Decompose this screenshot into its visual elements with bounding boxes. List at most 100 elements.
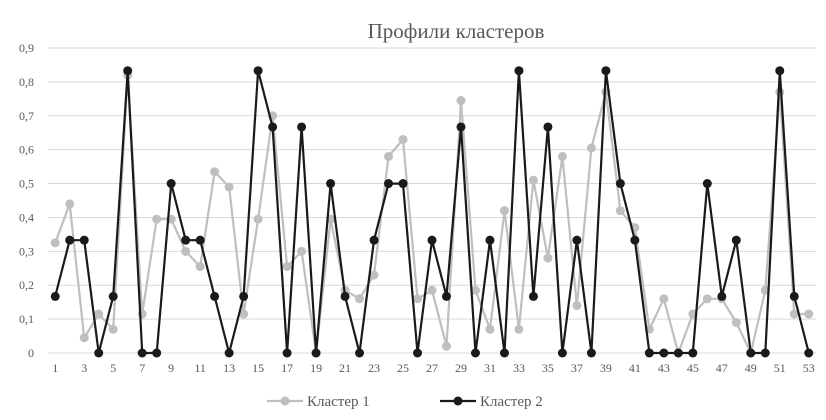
data-point (470, 348, 480, 358)
data-point (804, 309, 814, 319)
data-point (268, 122, 278, 132)
data-point (152, 214, 162, 224)
x-tick-label: 13 (223, 361, 235, 375)
data-point (789, 291, 799, 301)
data-point (731, 235, 741, 245)
data-point (108, 291, 118, 301)
data-point (441, 291, 451, 301)
data-point (195, 262, 205, 272)
data-point (557, 151, 567, 161)
x-tick-label: 7 (139, 361, 145, 375)
data-point (572, 235, 582, 245)
legend-swatch-marker (280, 396, 290, 406)
data-point (297, 122, 307, 132)
data-point (630, 235, 640, 245)
x-tick-label: 9 (168, 361, 174, 375)
legend-item-1: Кластер 1 (267, 394, 370, 410)
data-point (253, 214, 263, 224)
data-point (311, 348, 321, 358)
x-tick-label: 45 (687, 361, 699, 375)
data-point (137, 348, 147, 358)
data-point (572, 301, 582, 311)
data-point (369, 270, 379, 280)
data-point (94, 309, 104, 319)
data-point (499, 206, 509, 216)
x-tick-label: 41 (629, 361, 641, 375)
data-point (398, 179, 408, 189)
data-point (50, 238, 60, 248)
x-tick-label: 49 (745, 361, 757, 375)
data-point (760, 348, 770, 358)
chart-title: Профили кластеров (368, 19, 545, 43)
data-point (355, 348, 365, 358)
data-point (746, 348, 756, 358)
data-point (50, 291, 60, 301)
data-point (210, 167, 220, 177)
data-point (499, 348, 509, 358)
data-point (789, 309, 799, 319)
data-point (152, 348, 162, 358)
data-point (123, 66, 133, 76)
x-tick-label: 19 (310, 361, 322, 375)
data-point (65, 235, 75, 245)
data-point (702, 179, 712, 189)
data-point (326, 179, 336, 189)
x-tick-label: 17 (281, 361, 293, 375)
data-point (181, 235, 191, 245)
legend-label: Кластер 2 (480, 394, 543, 410)
x-tick-label: 31 (484, 361, 496, 375)
y-tick-label: 0,5 (19, 177, 34, 191)
data-point (384, 151, 394, 161)
data-point (441, 341, 451, 351)
gridlines (48, 47, 816, 354)
data-point (514, 324, 524, 334)
data-point (528, 175, 538, 185)
x-axis-tick-labels: 1 3 5 7 9 11 13 15 17 19 21 23 25 27 29 31 33 35 37 39 41 43 4… (52, 361, 815, 375)
y-tick-label: 0 (28, 346, 34, 360)
x-tick-label: 43 (658, 361, 670, 375)
data-point (615, 179, 625, 189)
x-tick-label: 23 (368, 361, 380, 375)
data-point (282, 262, 292, 272)
data-point (688, 348, 698, 358)
x-tick-label: 51 (774, 361, 786, 375)
y-tick-label: 0,7 (19, 109, 34, 123)
data-point (731, 318, 741, 327)
data-point (543, 122, 553, 132)
data-point (384, 179, 394, 189)
y-axis-tick-labels: 0 0,1 0,2 0,3 0,4 0,5 0,6 0,7 0,8 0,9 (19, 41, 34, 360)
data-point (79, 333, 89, 343)
y-tick-label: 0,8 (19, 75, 34, 89)
data-point (297, 246, 307, 256)
x-tick-label: 25 (397, 361, 409, 375)
data-point (340, 291, 350, 301)
data-point (413, 294, 423, 304)
legend-label: Кластер 1 (307, 394, 370, 410)
data-point (644, 348, 654, 358)
data-point (659, 348, 669, 358)
y-tick-label: 0,1 (19, 312, 34, 326)
data-point (673, 348, 683, 358)
data-point (485, 235, 495, 245)
data-point (717, 291, 727, 301)
series-2 (50, 66, 814, 358)
data-point (456, 96, 466, 106)
data-point (282, 348, 292, 358)
x-tick-label: 27 (426, 361, 438, 375)
data-point (369, 235, 379, 245)
data-point (557, 348, 567, 358)
x-tick-label: 29 (455, 361, 467, 375)
data-point (615, 206, 625, 216)
x-tick-label: 1 (52, 361, 58, 375)
data-point (586, 143, 596, 153)
x-tick-label: 33 (513, 361, 525, 375)
data-point (79, 235, 89, 245)
data-point (224, 348, 234, 358)
data-point (775, 66, 785, 76)
data-point (659, 294, 669, 304)
data-point (355, 294, 365, 304)
x-tick-label: 47 (716, 361, 728, 375)
data-point (702, 294, 712, 304)
x-tick-label: 11 (194, 361, 206, 375)
x-tick-label: 5 (110, 361, 116, 375)
